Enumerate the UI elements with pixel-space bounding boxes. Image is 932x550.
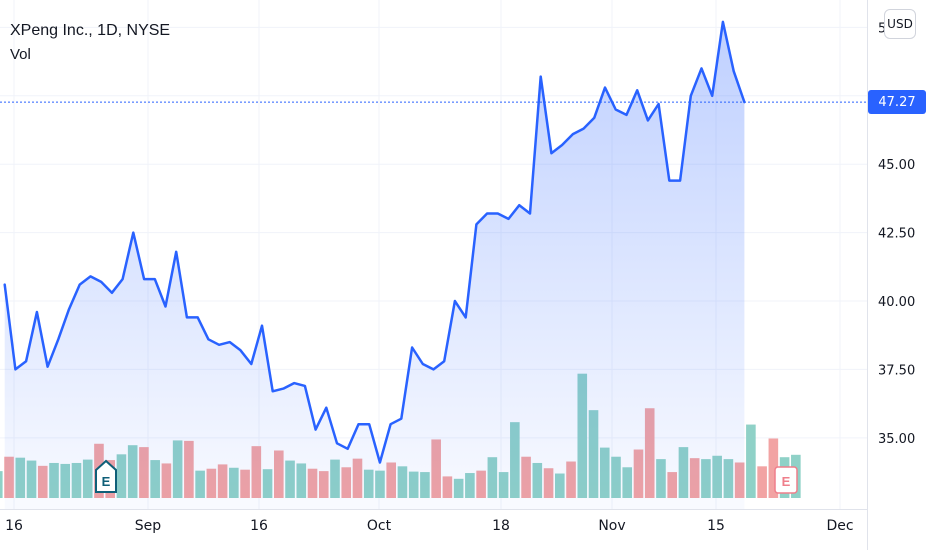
volume-legend[interactable]: Vol [10,46,31,63]
price-line [3,20,746,464]
volume-bar [768,438,779,498]
currency-button[interactable]: USD [884,9,916,39]
x-tick-label: 16 [5,518,23,534]
symbol-title[interactable]: XPeng Inc., 1D, NYSE [10,22,171,39]
earnings-badge-upcoming[interactable]: E [774,466,798,494]
volume-bar [0,471,3,498]
y-tick-label: 42.50 [878,227,915,242]
volume-bar [746,424,756,498]
earnings-badge-reported[interactable]: E [95,459,117,493]
price-area-fill [4,21,745,510]
y-tick-label: 37.50 [878,363,915,378]
x-tick-label: 15 [707,518,725,534]
last-price-tag: 47.27 [868,90,926,115]
y-tick-label: 45.00 [878,158,915,173]
x-tick-label: Oct [367,518,392,534]
chart-legend: XPeng Inc., 1D, NYSE Vol [10,20,170,66]
x-tick-label: 18 [492,518,510,534]
time-scale[interactable]: 16 Sep 16 Oct 18 Nov 15 Dec [5,518,853,534]
x-tick-label: Nov [598,518,625,534]
y-tick-label: 35.00 [878,432,915,447]
x-tick-label: 16 [250,518,268,534]
x-tick-label: Dec [826,518,853,534]
y-tick-label: 40.00 [878,295,915,310]
volume-bar [757,466,767,498]
earnings-badge-label: E [102,474,111,489]
earnings-badge-label: E [782,474,791,489]
x-tick-label: Sep [135,518,162,534]
